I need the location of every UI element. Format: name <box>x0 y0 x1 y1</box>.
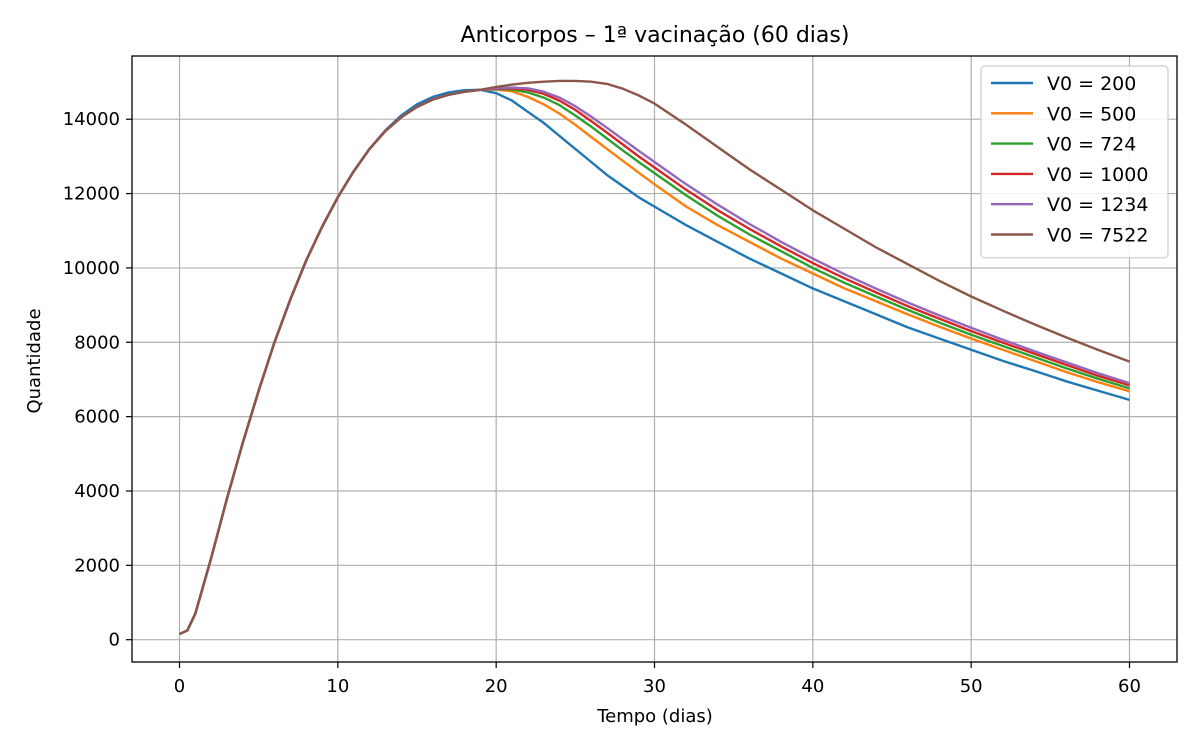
x-tick-label: 0 <box>174 676 185 697</box>
legend-label: V0 = 1000 <box>1047 164 1148 186</box>
x-tick-label: 50 <box>960 676 983 697</box>
legend-label: V0 = 724 <box>1047 134 1136 156</box>
y-tick-label: 4000 <box>74 481 120 502</box>
legend-label: V0 = 500 <box>1047 103 1136 125</box>
x-axis-label: Tempo (dias) <box>596 706 713 727</box>
y-tick-label: 12000 <box>63 184 120 205</box>
x-tick-label: 30 <box>643 676 666 697</box>
y-tick-label: 0 <box>109 630 120 651</box>
series-line-6 <box>178 79 1130 636</box>
legend: V0 = 200 V0 = 500 V0 = 724 V0 = 1000 V0 = 12… <box>980 65 1169 259</box>
y-tick-label: 10000 <box>63 258 120 279</box>
x-tick-label: 40 <box>801 676 824 697</box>
axis-ticks: 0 10 20 30 40 50 60 0 2000 4000 6000 8000 10000 12000… <box>63 109 1141 697</box>
x-tick-label: 10 <box>326 676 349 697</box>
x-tick-label: 20 <box>485 676 508 697</box>
y-tick-label: 2000 <box>74 555 120 576</box>
chart-title: Anticorpos – 1ª vacinação (60 dias) <box>461 23 850 48</box>
y-axis-label: Quantidade <box>24 308 45 413</box>
y-tick-label: 8000 <box>74 332 120 353</box>
legend-label: V0 = 200 <box>1047 73 1136 95</box>
legend-label: V0 = 1234 <box>1047 194 1148 216</box>
legend-label: V0 = 7522 <box>1047 225 1148 247</box>
y-tick-label: 14000 <box>63 109 120 130</box>
series-lines <box>178 79 1130 636</box>
y-tick-label: 6000 <box>74 407 120 428</box>
x-tick-label: 60 <box>1118 676 1141 697</box>
